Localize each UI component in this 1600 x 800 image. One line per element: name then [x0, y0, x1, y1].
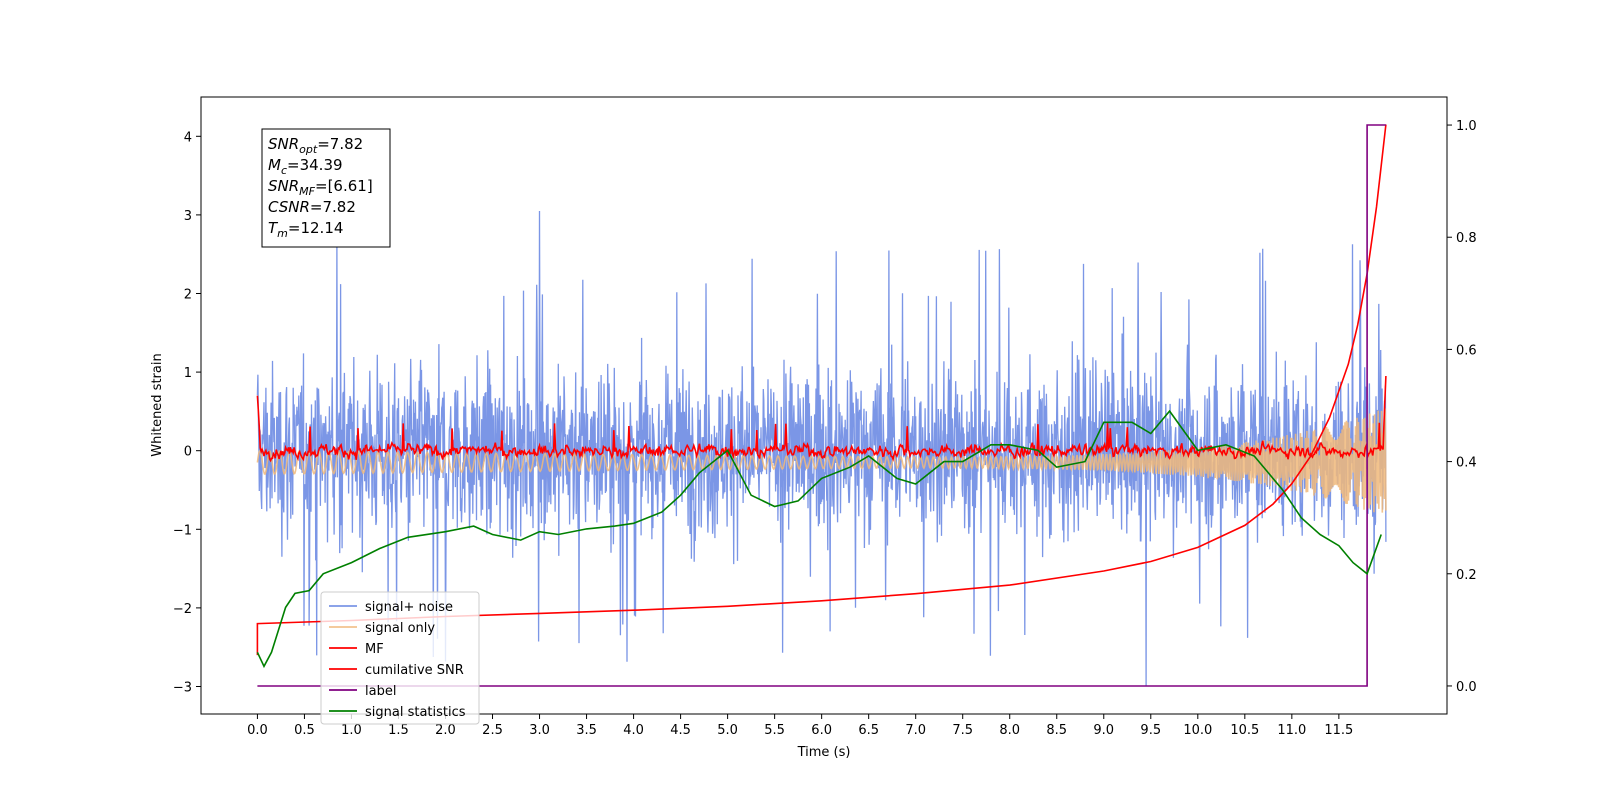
legend-label: signal statistics: [365, 705, 466, 720]
plot-frame: [200, 96, 1448, 715]
y-right-tick-label: 0.2: [1456, 568, 1477, 583]
x-tick-label: 11.0: [1277, 723, 1306, 738]
y-right-tick-label: 0.4: [1456, 456, 1477, 471]
y-right-tick-label: 0.6: [1456, 343, 1477, 358]
x-tick-label: 10.5: [1230, 723, 1259, 738]
x-tick-label: 8.5: [1046, 723, 1067, 738]
x-tick-label: 1.5: [388, 723, 409, 738]
y-tick-label: 4: [184, 130, 192, 145]
annotation-frame: [261, 128, 391, 248]
x-tick-label: 8.0: [999, 723, 1020, 738]
y-tick-label: 2: [184, 287, 192, 302]
x-tick-label: 5.0: [717, 723, 738, 738]
x-tick-label: 11.5: [1324, 723, 1353, 738]
y-right-tick-label: 0.8: [1456, 231, 1477, 246]
legend: signal+ noise signal only MF cumilative SNR…: [320, 591, 480, 725]
legend-frame: [320, 591, 480, 725]
series-cumilative-snr: [256, 124, 1387, 656]
y-tick-label: 3: [184, 209, 192, 224]
series-layer: [256, 124, 1387, 687]
y-right-tick-label: 0.0: [1456, 680, 1477, 695]
y-tick-label: −2: [173, 602, 192, 617]
legend-label: label: [365, 684, 396, 699]
annotation-line: SNRMF=[6.61]: [268, 177, 373, 198]
x-tick-label: 7.0: [905, 723, 926, 738]
y-axis-label: Whitened strain: [150, 353, 165, 456]
x-tick-label: 6.0: [811, 723, 832, 738]
legend-label: MF: [365, 642, 384, 657]
y-right-tick-label: 1.0: [1456, 119, 1477, 134]
legend-label: cumilative SNR: [365, 663, 464, 678]
x-tick-label: 3.5: [576, 723, 597, 738]
series-signal-statistics: [256, 409, 1382, 669]
annotation-line: Mc=34.39: [268, 156, 343, 177]
x-tick-label: 1.0: [341, 723, 362, 738]
series-label: [257, 124, 1386, 687]
x-tick-label: 3.0: [529, 723, 550, 738]
annotation-box: SNRopt=7.82Mc=34.39SNRMF=[6.61]CSNR=7.82…: [261, 128, 391, 248]
y-tick-label: −1: [173, 523, 192, 538]
x-tick-label: 2.5: [482, 723, 503, 738]
x-tick-label: 4.5: [670, 723, 691, 738]
x-axis-label: Time (s): [797, 745, 851, 760]
y-tick-label: −3: [173, 680, 192, 695]
x-tick-label: 5.5: [764, 723, 785, 738]
x-tick-label: 4.0: [623, 723, 644, 738]
legend-label: signal only: [365, 621, 435, 636]
annotation-line: SNRopt=7.82: [268, 135, 363, 156]
annotation-line: CSNR=7.82: [268, 198, 356, 216]
x-tick-label: 6.5: [858, 723, 879, 738]
x-tick-label: 9.0: [1093, 723, 1114, 738]
x-tick-label: 2.0: [435, 723, 456, 738]
legend-label: signal+ noise: [365, 600, 453, 615]
x-tick-label: 9.5: [1140, 723, 1161, 738]
y-tick-label: 1: [184, 366, 192, 381]
series-mf: [256, 375, 1387, 463]
x-tick-label: 0.0: [247, 723, 268, 738]
y-tick-label: 0: [184, 445, 192, 460]
x-tick-label: 7.5: [952, 723, 973, 738]
series-signal-only: [256, 408, 1387, 513]
annotation-line: Tm=12.14: [268, 219, 343, 240]
x-tick-label: 10.0: [1183, 723, 1212, 738]
x-tick-label: 0.5: [294, 723, 315, 738]
axis-layer: 0.0 0.5 1.0 1.5 2.0 2.5 3.0 3.5 4.0 4.5 5.0 5.5 6.0 6…: [173, 119, 1477, 738]
